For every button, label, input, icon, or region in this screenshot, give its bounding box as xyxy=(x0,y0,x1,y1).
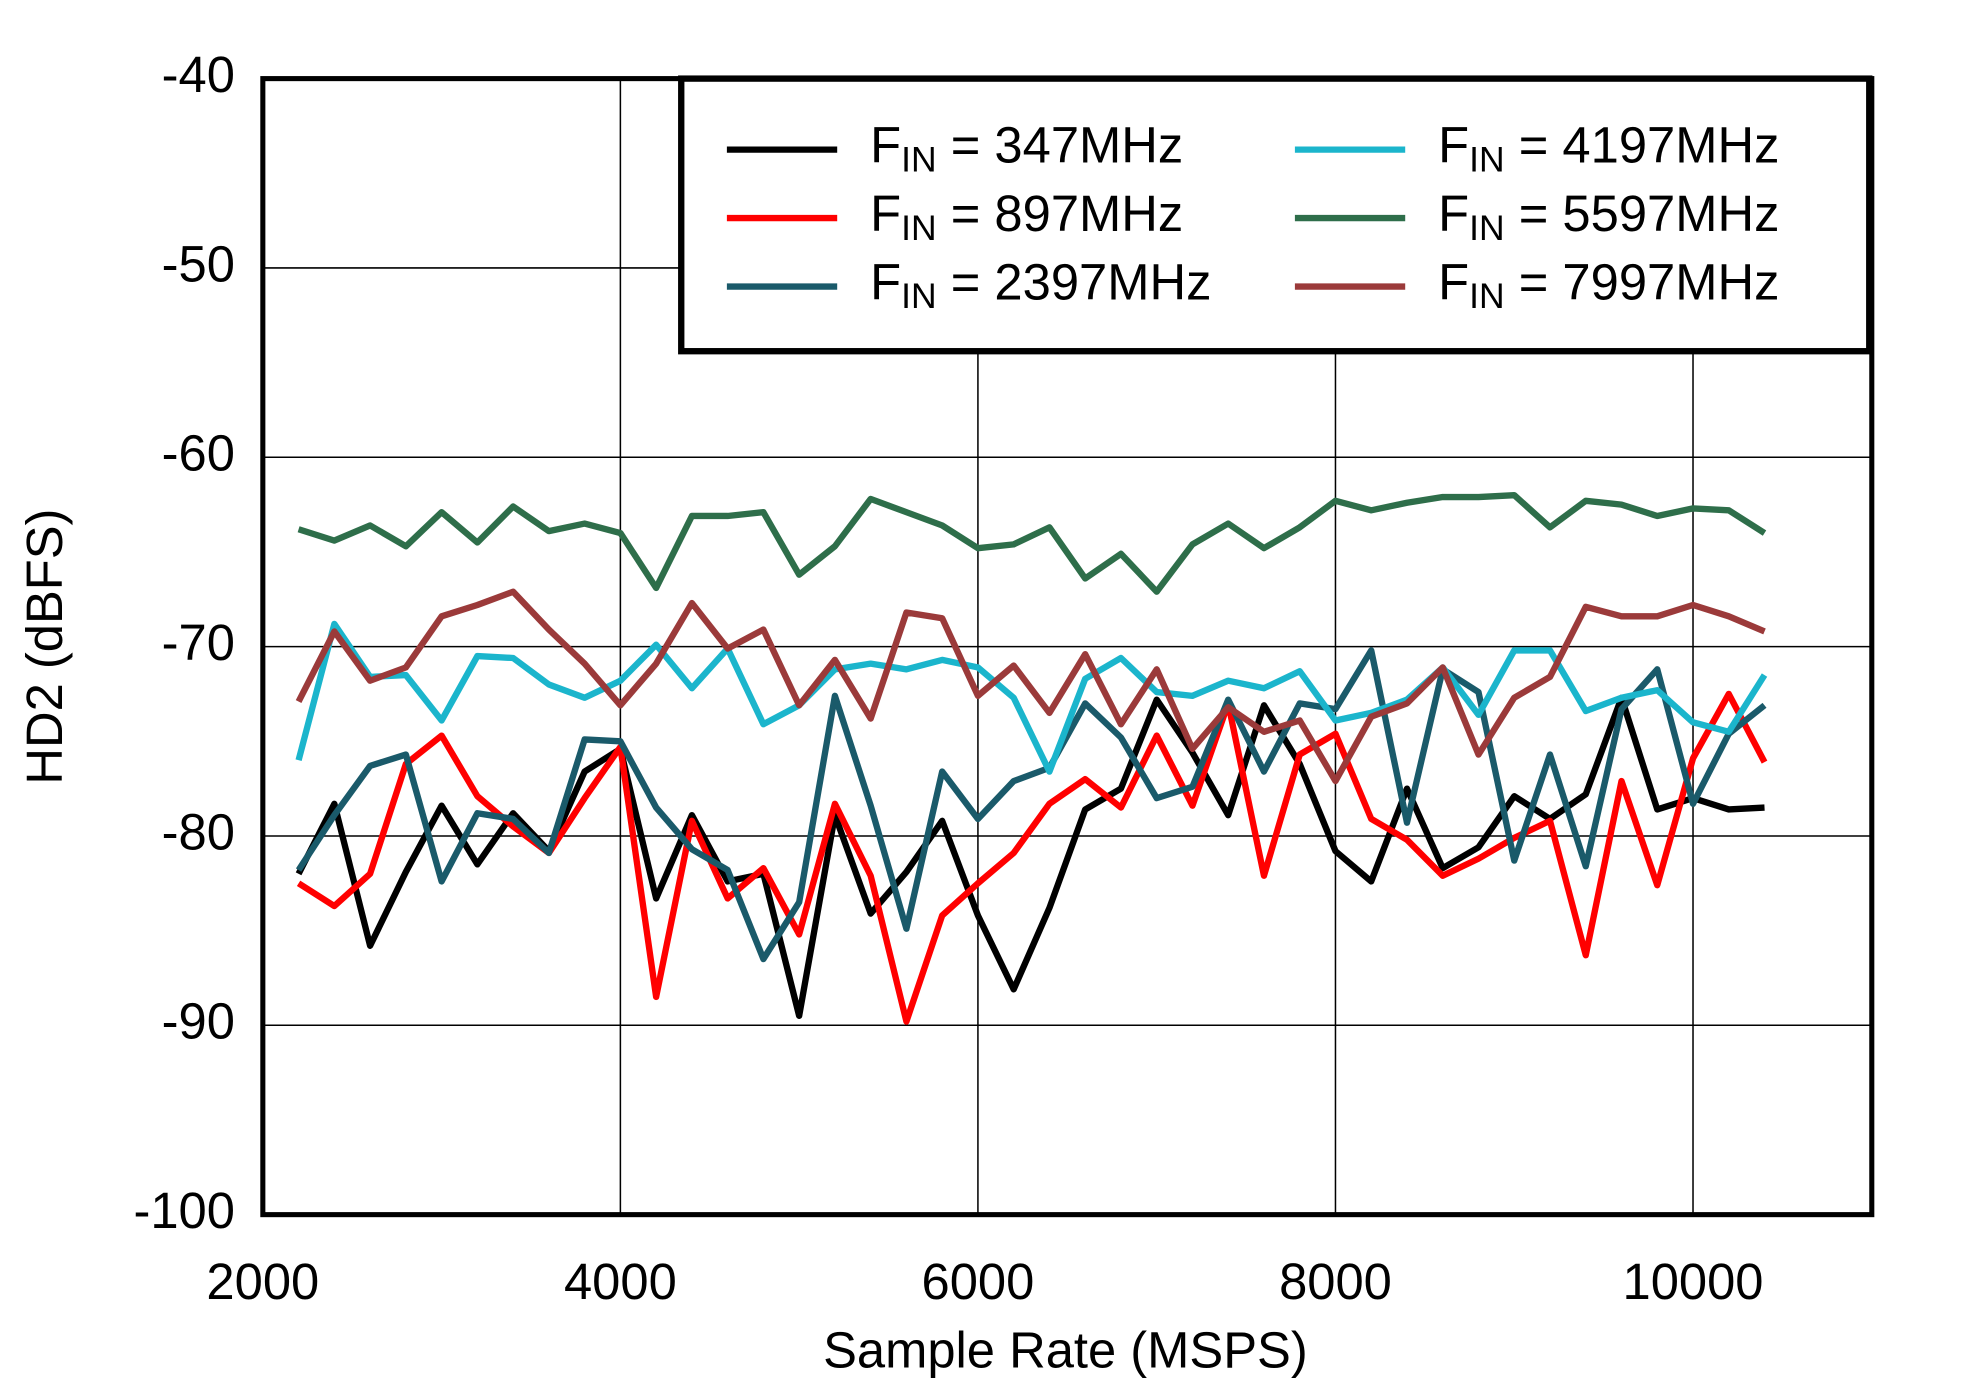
legend-label: FIN = 5597MHz xyxy=(1438,185,1779,248)
data-line xyxy=(295,647,1767,963)
data-line xyxy=(295,694,1765,1020)
x-tick-label: 4000 xyxy=(564,1253,677,1310)
y-axis-label: HD2 (dBFS) xyxy=(16,509,73,785)
x-axis-label: Sample Rate (MSPS) xyxy=(823,1321,1308,1378)
x-tick-label: 8000 xyxy=(1279,1253,1392,1310)
legend-label: FIN = 7997MHz xyxy=(1438,254,1779,317)
y-tick-label: -90 xyxy=(162,993,235,1050)
legend-label: FIN = 4197MHz xyxy=(1438,117,1779,180)
x-tick-label: 10000 xyxy=(1623,1253,1764,1310)
legend-box xyxy=(678,75,1873,355)
y-tick-label: -80 xyxy=(162,803,235,860)
y-tick-label: -40 xyxy=(162,46,235,103)
data-line xyxy=(296,690,1768,1025)
data-line xyxy=(295,588,1766,785)
x-tick-label: 6000 xyxy=(922,1253,1035,1310)
y-tick-label: -70 xyxy=(162,614,235,671)
y-tick-label: -100 xyxy=(133,1182,234,1239)
legend-label: FIN = 347MHz xyxy=(870,117,1183,180)
legend-label: FIN = 2397MHz xyxy=(870,254,1211,317)
y-tick-label: -50 xyxy=(162,235,235,292)
data-line xyxy=(297,491,1767,595)
y-tick-label: -60 xyxy=(162,425,235,482)
legend-label: FIN = 897MHz xyxy=(870,185,1183,248)
x-tick-label: 2000 xyxy=(206,1253,319,1310)
data-line xyxy=(295,620,1768,775)
